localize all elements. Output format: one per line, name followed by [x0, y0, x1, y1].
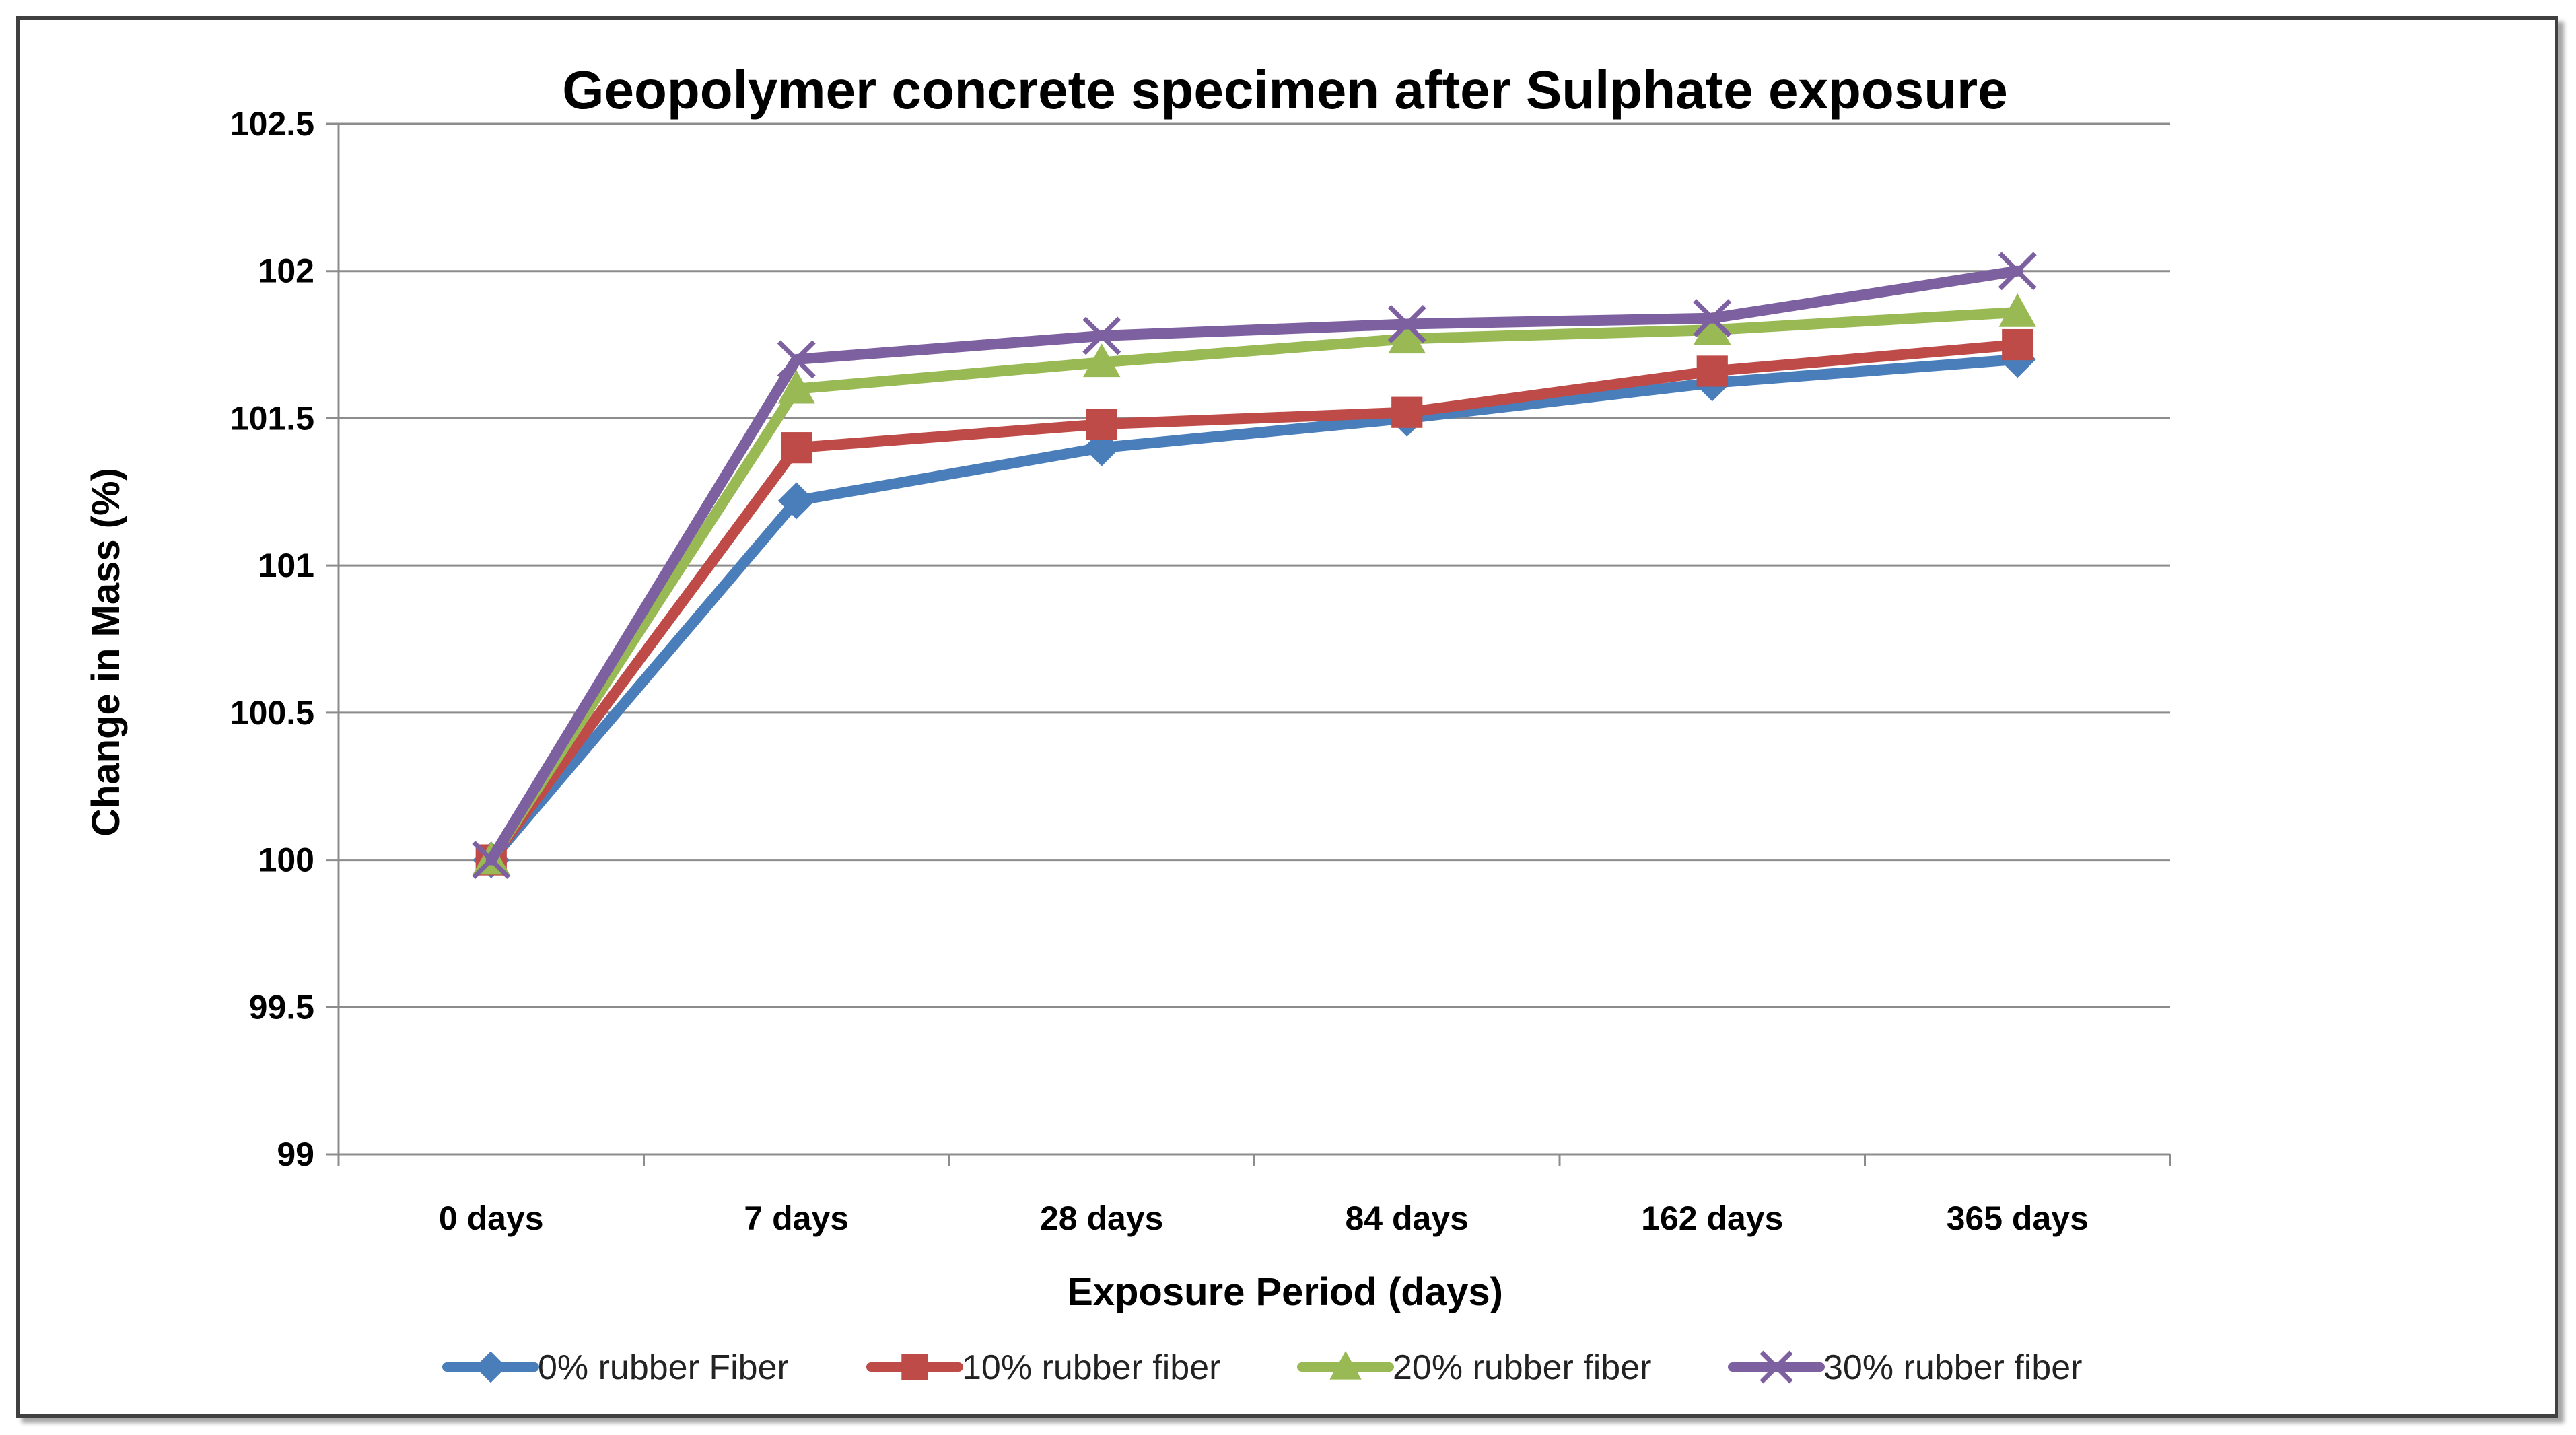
- legend-marker: [475, 1351, 507, 1383]
- y-tick-label: 102: [258, 252, 314, 290]
- x-tick-label: 0 days: [439, 1199, 544, 1237]
- legend-label: 0% rubber Fiber: [538, 1348, 789, 1387]
- data-point: [1998, 293, 2036, 327]
- x-tick-label: 84 days: [1346, 1199, 1469, 1237]
- x-tick-label: 365 days: [1947, 1199, 2089, 1237]
- legend-label: 30% rubber fiber: [1823, 1348, 2082, 1387]
- grid-layer: [339, 123, 2170, 1008]
- data-point: [777, 482, 815, 520]
- data-point: [1388, 320, 1426, 354]
- legend-marker: [901, 1354, 928, 1380]
- data-point: [1391, 396, 1423, 428]
- chart-frame: Geopolymer concrete specimen after Sulph…: [16, 16, 2558, 1418]
- legend-entry: 0% rubber Fiber: [442, 1348, 789, 1387]
- data-point: [1998, 252, 2037, 291]
- x-axis-title: Exposure Period (days): [1067, 1270, 1503, 1314]
- data-point: [472, 841, 511, 880]
- legend-marker: [1760, 1350, 1793, 1384]
- series-line: [485, 353, 2023, 866]
- y-axis-title: Change in Mass (%): [84, 468, 128, 837]
- legend-entry: 20% rubber fiber: [1297, 1348, 1651, 1387]
- data-point: [781, 432, 812, 464]
- series-layer: [472, 252, 2037, 880]
- data-point: [1082, 316, 1121, 355]
- data-point: [777, 340, 816, 379]
- data-point: [2002, 328, 2033, 361]
- chart-title: Geopolymer concrete specimen after Sulph…: [562, 60, 2007, 120]
- legend-entry: 30% rubber fiber: [1728, 1348, 2082, 1387]
- y-tick-label: 100: [258, 841, 314, 879]
- data-point: [1086, 409, 1117, 440]
- y-tick-label: 101.5: [230, 399, 314, 437]
- legend: 0% rubber Fiber 10% rubber fiber 20% rubbe…: [442, 1348, 2082, 1387]
- x-tick-label: 7 days: [744, 1199, 849, 1237]
- series-3: [472, 252, 2037, 880]
- data-point: [1083, 343, 1121, 378]
- x-tick-label: 28 days: [1040, 1199, 1163, 1237]
- y-tick-label: 100.5: [230, 694, 314, 732]
- data-point: [777, 370, 815, 404]
- legend-label: 20% rubber fiber: [1393, 1348, 1651, 1387]
- series-line: [485, 265, 2023, 866]
- series-2: [473, 293, 2036, 875]
- y-tick-label: 102.5: [230, 105, 314, 143]
- series-line: [485, 339, 2023, 866]
- data-point: [1693, 299, 1732, 338]
- legend-marker: [1329, 1350, 1362, 1380]
- data-point: [1387, 304, 1426, 343]
- y-tick-label: 99.5: [249, 988, 314, 1026]
- line-chart: Geopolymer concrete specimen after Sulph…: [84, 60, 2171, 1387]
- legend-entry: 10% rubber fiber: [866, 1348, 1220, 1387]
- axis-layer: 99 99.5 100 100.5 101 101.5 102 102.5 0 days 7 da…: [230, 105, 2171, 1237]
- y-tick-label: 99: [277, 1135, 314, 1173]
- legend-label: 10% rubber fiber: [962, 1348, 1220, 1387]
- data-point: [1696, 355, 1728, 387]
- y-tick-label: 101: [258, 547, 314, 584]
- x-tick-label: 162 days: [1641, 1199, 1783, 1237]
- series-line: [485, 306, 2023, 866]
